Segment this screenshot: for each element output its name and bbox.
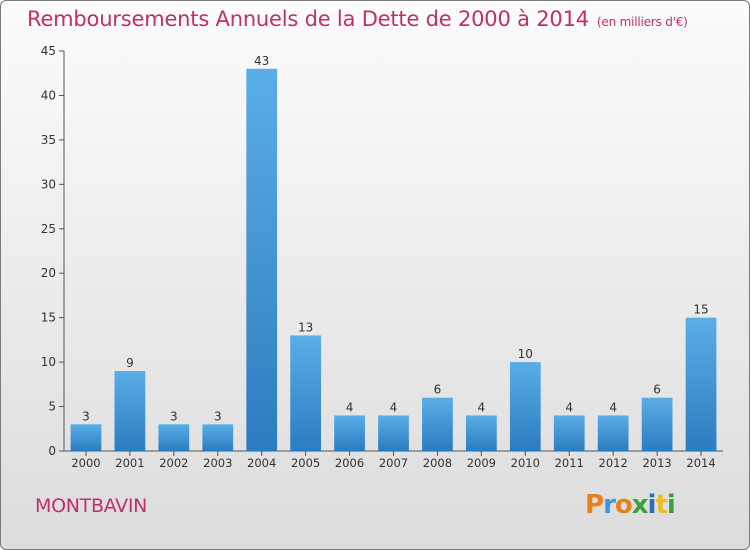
- x-tick-label: 2008: [423, 456, 452, 470]
- y-tick-label: 5: [48, 400, 56, 414]
- logo-letter: i: [666, 490, 676, 520]
- x-tick-label: 2007: [379, 456, 408, 470]
- x-tick-label: 2013: [642, 456, 671, 470]
- bar: [641, 397, 673, 451]
- bar-value-label: 4: [565, 400, 573, 414]
- bar-value-label: 3: [170, 409, 178, 423]
- bar: [685, 317, 717, 451]
- x-tick-label: 2006: [335, 456, 364, 470]
- chart-title: Remboursements Annuels de la Dette de 20…: [27, 7, 688, 31]
- bar-value-label: 3: [82, 409, 90, 423]
- bar-value-label: 13: [298, 320, 313, 334]
- y-tick-label: 25: [41, 222, 56, 236]
- bar-value-label: 6: [434, 383, 442, 397]
- bar: [114, 371, 146, 451]
- x-tick-label: 2011: [555, 456, 584, 470]
- bar-value-label: 6: [653, 383, 661, 397]
- x-tick-label: 2002: [159, 456, 188, 470]
- y-tick-label: 30: [41, 177, 56, 191]
- x-tick-label: 2000: [71, 456, 100, 470]
- logo-letter: o: [614, 490, 633, 520]
- x-tick-label: 2001: [115, 456, 144, 470]
- x-tick-label: 2010: [511, 456, 540, 470]
- chart-unit-label: (en milliers d'€): [596, 15, 688, 29]
- bar: [553, 415, 585, 451]
- bar-value-label: 15: [693, 303, 708, 317]
- y-tick-label: 15: [41, 311, 56, 325]
- x-tick-label: 2003: [203, 456, 232, 470]
- bar: [422, 397, 453, 451]
- bar: [202, 424, 234, 451]
- bar: [597, 415, 629, 451]
- bar: [465, 415, 497, 451]
- y-tick-label: 10: [41, 355, 56, 369]
- bar-value-label: 10: [518, 347, 533, 361]
- bar-value-label: 4: [390, 400, 398, 414]
- y-tick-label: 40: [41, 88, 56, 102]
- town-name: MONTBAVIN: [35, 495, 148, 517]
- bar-value-label: 9: [126, 356, 134, 370]
- y-tick-label: 45: [41, 44, 56, 58]
- bar-value-label: 43: [254, 54, 269, 68]
- bar: [509, 362, 541, 451]
- logo-letter: P: [585, 490, 604, 520]
- bar: [378, 415, 409, 451]
- logo-letter: t: [655, 490, 667, 520]
- logo-letter: i: [647, 490, 657, 520]
- x-tick-label: 2004: [247, 456, 276, 470]
- x-tick-label: 2014: [686, 456, 715, 470]
- y-tick-label: 35: [41, 133, 56, 147]
- y-tick-label: 0: [48, 444, 56, 458]
- bar: [290, 335, 322, 451]
- bar-value-label: 4: [609, 400, 617, 414]
- bar: [70, 424, 102, 451]
- bar-value-label: 4: [478, 400, 486, 414]
- bar: [158, 424, 190, 451]
- bar: [246, 68, 278, 452]
- proxiti-logo: Proxiti: [585, 490, 676, 520]
- x-tick-label: 2005: [291, 456, 320, 470]
- logo-letter: r: [603, 490, 616, 520]
- x-tick-label: 2012: [599, 456, 628, 470]
- bar-value-label: 4: [346, 400, 354, 414]
- logo-letter: x: [631, 490, 649, 520]
- bar-value-label: 3: [214, 409, 222, 423]
- y-tick-label: 20: [41, 266, 56, 280]
- chart-title-text: Remboursements Annuels de la Dette de 20…: [27, 7, 589, 31]
- x-tick-label: 2009: [467, 456, 496, 470]
- bar: [334, 415, 365, 451]
